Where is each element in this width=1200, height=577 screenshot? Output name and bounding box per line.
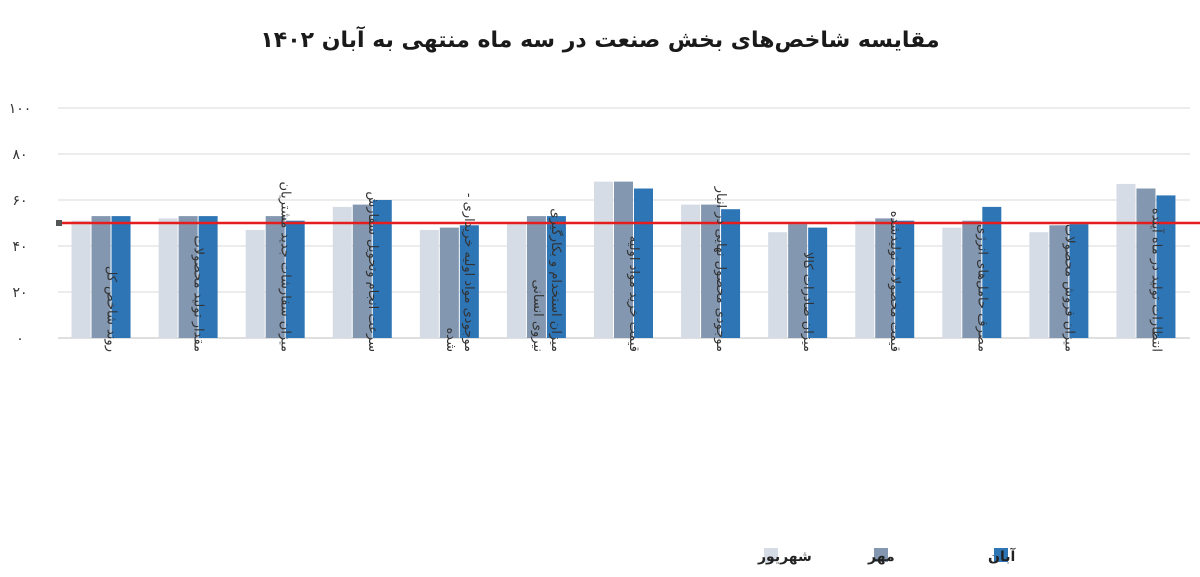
bars (71, 181, 1176, 338)
bar (681, 204, 701, 338)
bar (372, 200, 392, 338)
y-tick-label: ۰ (16, 331, 24, 347)
x-category-label: قیمت خرید مواد اولیه (626, 236, 641, 352)
bar (634, 188, 653, 338)
bar (1116, 183, 1136, 338)
bar (178, 216, 198, 338)
y-tick-label: ۴۰ (12, 239, 27, 255)
legend-swatch (994, 548, 1008, 562)
x-axis-labels: روند شاخص کل مقدار تولید محصولات میزان سفا… (104, 182, 1166, 353)
y-tick-label: ۶۰ (12, 193, 27, 209)
x-category-label: نیروی انسانی (530, 279, 545, 352)
bar (614, 181, 633, 338)
bar (459, 225, 479, 338)
bar (895, 220, 915, 338)
legend-swatch (874, 548, 888, 562)
bar (419, 229, 439, 338)
bar (855, 220, 875, 338)
bar (962, 220, 982, 338)
reference-line-group (56, 220, 1200, 226)
x-category-label: میزان استخدام و بکارگیری (548, 208, 564, 352)
bar (1029, 232, 1049, 338)
x-category-label: میزان صادرات کالا (800, 252, 815, 352)
bar (285, 220, 305, 338)
bar (245, 229, 265, 338)
bar (1156, 195, 1176, 338)
legend-label: مهر (867, 549, 895, 565)
bar (546, 216, 566, 338)
bar (158, 218, 178, 338)
legend-label: شهریور (757, 549, 812, 565)
bar (1136, 188, 1156, 338)
x-category-label: موجودی محصول نهایی در انبار (713, 186, 728, 352)
bar (352, 204, 372, 338)
bar (788, 224, 808, 338)
chart-title: مقایسه شاخص‌های بخش صنعت در سه ماه منتهی… (260, 28, 940, 53)
bar (875, 218, 895, 338)
legend-swatch (764, 548, 778, 562)
x-category-label: قیمت محصولات تولیدشده (887, 211, 902, 352)
bar (1049, 225, 1069, 338)
reference-marker (56, 220, 62, 226)
y-axis-ticks: ۰ ۲۰ ۴۰ ۶۰ ۸۰ ۱۰۰ (9, 101, 32, 347)
x-category-label: انتظارات تولید در ماه آینده (1148, 208, 1165, 352)
bar (91, 216, 111, 338)
bar (71, 220, 91, 338)
bar (111, 216, 131, 338)
bar (1069, 224, 1089, 338)
bar (439, 227, 459, 338)
x-category-label: موجودی مواد اولیه خریداری - (461, 193, 476, 352)
bar (332, 206, 352, 338)
x-category-label: روند شاخص کل (104, 266, 119, 352)
bar (506, 223, 526, 338)
bar (808, 227, 828, 338)
x-category-label: مقدار تولید محصولات (191, 235, 206, 352)
bar (594, 181, 613, 338)
bar (526, 216, 546, 338)
bar (768, 232, 788, 338)
bar (942, 227, 962, 338)
bar (265, 216, 285, 338)
bar (721, 209, 741, 338)
x-category-label: مصرف حامل‌های انرژی (974, 224, 989, 352)
x-category-label: شده (443, 327, 458, 352)
bar (198, 216, 218, 338)
x-category-label: میزان سفارشات جدید مشتریان (278, 182, 293, 353)
bar (701, 204, 721, 338)
y-tick-label: ۱۰۰ (9, 101, 32, 117)
bar (982, 206, 1002, 338)
y-tick-label: ۲۰ (12, 285, 27, 301)
legend-label: آبان (988, 547, 1016, 565)
x-category-label: میزان فروش محصولات (1061, 224, 1076, 352)
x-category-label: سرعت انجام وتحویل سفارش (365, 191, 380, 352)
legend: آبان مهر شهریور (757, 547, 1016, 565)
y-tick-label: ۸۰ (12, 147, 27, 163)
